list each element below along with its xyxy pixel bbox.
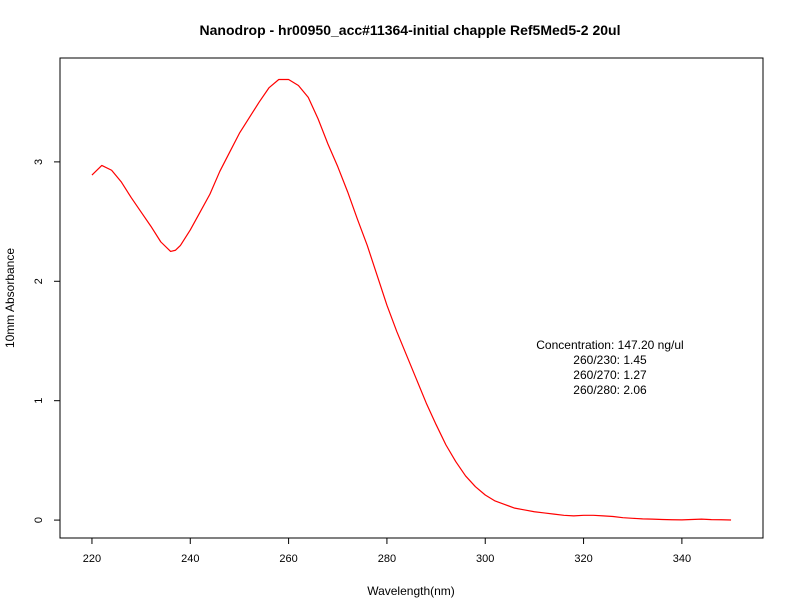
x-tick-label: 280 (378, 553, 396, 565)
chart-title: Nanodrop - hr00950_acc#11364-initial cha… (200, 22, 621, 38)
y-axis: 0 1 2 3 (33, 159, 60, 523)
y-axis-label: 10mm Absorbance (3, 248, 17, 348)
y-tick-label: 2 (33, 278, 45, 284)
annotation-line: 260/270: 1.27 (573, 368, 647, 382)
absorbance-series-line (91, 78, 732, 521)
x-tick-label: 220 (83, 553, 101, 565)
annotation-line: 260/280: 2.06 (573, 383, 647, 397)
y-tick-label: 0 (33, 517, 45, 523)
x-axis: 220 240 260 280 300 320 340 (83, 538, 691, 565)
annotation-line: Concentration: 147.20 ng/ul (536, 338, 683, 352)
annotation-line: 260/230: 1.45 (573, 353, 647, 367)
plot-frame (59, 57, 764, 539)
x-tick-label: 260 (279, 553, 297, 565)
series-group (91, 78, 732, 521)
y-tick-label: 1 (33, 398, 45, 404)
y-tick-label: 3 (33, 159, 45, 165)
x-tick-label: 340 (673, 553, 691, 565)
x-axis-label: Wavelength(nm) (367, 584, 455, 598)
x-tick-label: 240 (181, 553, 199, 565)
x-tick-label: 320 (574, 553, 592, 565)
x-tick-label: 300 (476, 553, 494, 565)
